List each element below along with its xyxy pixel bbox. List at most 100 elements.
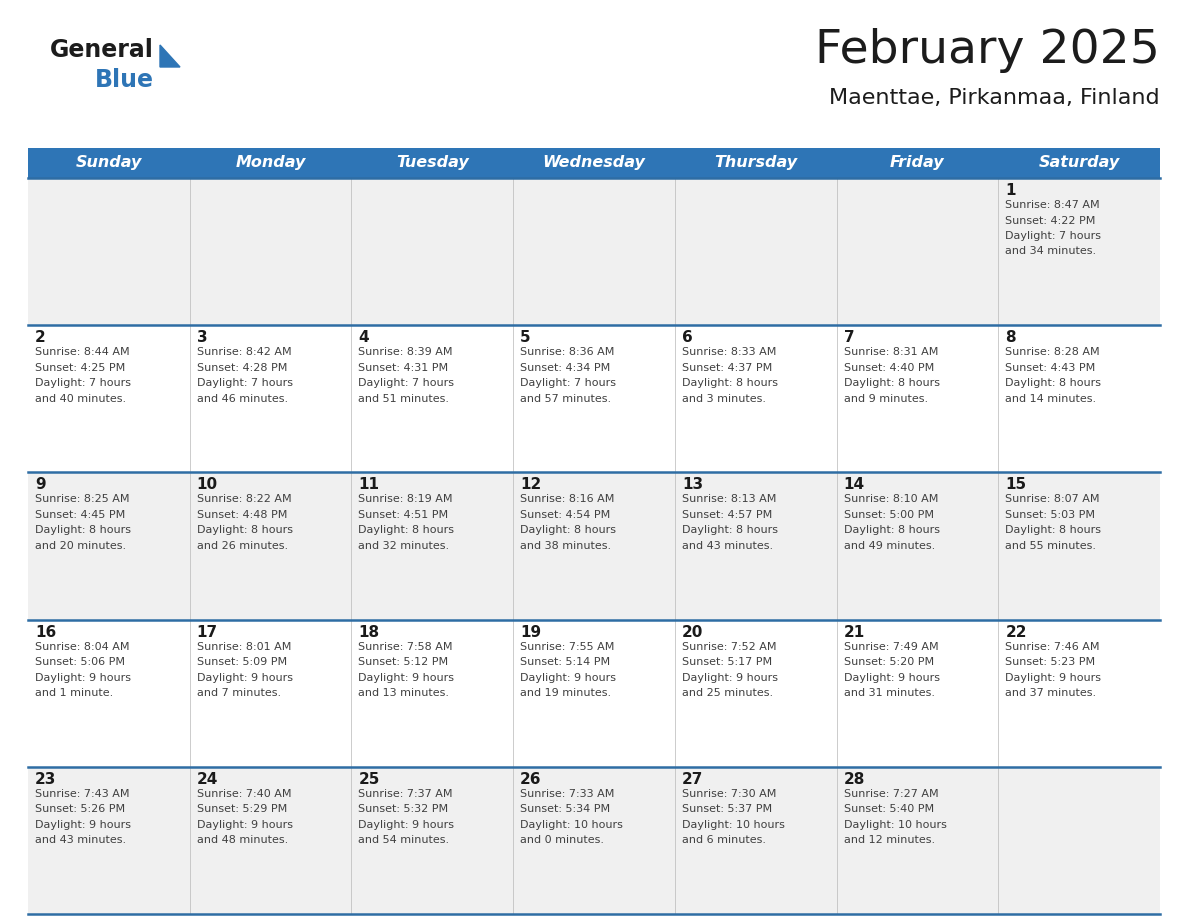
Text: 14: 14: [843, 477, 865, 492]
Text: Sunrise: 7:27 AM: Sunrise: 7:27 AM: [843, 789, 939, 799]
Text: Sunset: 5:17 PM: Sunset: 5:17 PM: [682, 657, 772, 667]
Text: and 38 minutes.: and 38 minutes.: [520, 541, 612, 551]
Text: and 1 minute.: and 1 minute.: [34, 688, 113, 698]
Text: Sunset: 5:37 PM: Sunset: 5:37 PM: [682, 804, 772, 814]
Text: Thursday: Thursday: [714, 155, 797, 171]
Text: Daylight: 7 hours: Daylight: 7 hours: [359, 378, 455, 388]
Text: Monday: Monday: [235, 155, 305, 171]
Text: 21: 21: [843, 624, 865, 640]
Text: February 2025: February 2025: [815, 28, 1159, 73]
Text: 26: 26: [520, 772, 542, 787]
Text: and 51 minutes.: and 51 minutes.: [359, 394, 449, 404]
Bar: [29, 178, 1159, 325]
Text: and 55 minutes.: and 55 minutes.: [1005, 541, 1097, 551]
Text: 6: 6: [682, 330, 693, 345]
Text: 5: 5: [520, 330, 531, 345]
Text: Sunrise: 7:40 AM: Sunrise: 7:40 AM: [197, 789, 291, 799]
Text: Sunset: 5:26 PM: Sunset: 5:26 PM: [34, 804, 125, 814]
Text: Daylight: 9 hours: Daylight: 9 hours: [520, 673, 617, 683]
Text: 20: 20: [682, 624, 703, 640]
Text: 23: 23: [34, 772, 56, 787]
Text: 24: 24: [197, 772, 219, 787]
Text: Daylight: 7 hours: Daylight: 7 hours: [34, 378, 131, 388]
Text: Sunrise: 8:47 AM: Sunrise: 8:47 AM: [1005, 200, 1100, 210]
Text: and 13 minutes.: and 13 minutes.: [359, 688, 449, 698]
Text: Daylight: 9 hours: Daylight: 9 hours: [359, 673, 455, 683]
Text: Daylight: 8 hours: Daylight: 8 hours: [34, 525, 131, 535]
Text: and 40 minutes.: and 40 minutes.: [34, 394, 126, 404]
Text: Sunset: 4:45 PM: Sunset: 4:45 PM: [34, 509, 125, 520]
Text: Sunrise: 8:33 AM: Sunrise: 8:33 AM: [682, 347, 776, 357]
Bar: [29, 325, 1159, 473]
Text: 3: 3: [197, 330, 208, 345]
Text: 10: 10: [197, 477, 217, 492]
Text: Saturday: Saturday: [1038, 155, 1120, 171]
Text: Sunrise: 8:10 AM: Sunrise: 8:10 AM: [843, 495, 939, 504]
Text: Sunset: 4:34 PM: Sunset: 4:34 PM: [520, 363, 611, 373]
Text: and 49 minutes.: and 49 minutes.: [843, 541, 935, 551]
Text: Sunrise: 7:43 AM: Sunrise: 7:43 AM: [34, 789, 129, 799]
Text: Sunrise: 7:46 AM: Sunrise: 7:46 AM: [1005, 642, 1100, 652]
Text: Sunrise: 7:52 AM: Sunrise: 7:52 AM: [682, 642, 776, 652]
Text: and 54 minutes.: and 54 minutes.: [359, 835, 449, 845]
Text: Sunrise: 8:01 AM: Sunrise: 8:01 AM: [197, 642, 291, 652]
Text: Sunrise: 7:58 AM: Sunrise: 7:58 AM: [359, 642, 453, 652]
Text: Daylight: 10 hours: Daylight: 10 hours: [682, 820, 785, 830]
Text: Daylight: 8 hours: Daylight: 8 hours: [1005, 525, 1101, 535]
Text: and 3 minutes.: and 3 minutes.: [682, 394, 766, 404]
Text: 11: 11: [359, 477, 379, 492]
Bar: [29, 620, 1159, 767]
Text: Sunset: 4:40 PM: Sunset: 4:40 PM: [843, 363, 934, 373]
Text: Sunset: 4:57 PM: Sunset: 4:57 PM: [682, 509, 772, 520]
Bar: [29, 767, 1159, 914]
Text: Daylight: 9 hours: Daylight: 9 hours: [34, 820, 131, 830]
Text: Sunset: 4:37 PM: Sunset: 4:37 PM: [682, 363, 772, 373]
Text: and 0 minutes.: and 0 minutes.: [520, 835, 605, 845]
Text: Daylight: 7 hours: Daylight: 7 hours: [520, 378, 617, 388]
Text: Sunrise: 8:36 AM: Sunrise: 8:36 AM: [520, 347, 614, 357]
Text: 8: 8: [1005, 330, 1016, 345]
Text: Sunset: 5:03 PM: Sunset: 5:03 PM: [1005, 509, 1095, 520]
Text: and 31 minutes.: and 31 minutes.: [843, 688, 935, 698]
Text: Sunset: 4:48 PM: Sunset: 4:48 PM: [197, 509, 287, 520]
Text: Sunrise: 8:25 AM: Sunrise: 8:25 AM: [34, 495, 129, 504]
Text: Daylight: 9 hours: Daylight: 9 hours: [34, 673, 131, 683]
Text: Sunrise: 7:30 AM: Sunrise: 7:30 AM: [682, 789, 776, 799]
Text: Sunset: 4:51 PM: Sunset: 4:51 PM: [359, 509, 449, 520]
Text: Sunrise: 7:55 AM: Sunrise: 7:55 AM: [520, 642, 614, 652]
Text: and 43 minutes.: and 43 minutes.: [34, 835, 126, 845]
Text: Daylight: 8 hours: Daylight: 8 hours: [682, 378, 778, 388]
Text: Daylight: 10 hours: Daylight: 10 hours: [520, 820, 623, 830]
Text: and 12 minutes.: and 12 minutes.: [843, 835, 935, 845]
Text: Sunset: 5:32 PM: Sunset: 5:32 PM: [359, 804, 449, 814]
Text: Daylight: 10 hours: Daylight: 10 hours: [843, 820, 947, 830]
Text: Sunset: 5:23 PM: Sunset: 5:23 PM: [1005, 657, 1095, 667]
Text: Daylight: 9 hours: Daylight: 9 hours: [359, 820, 455, 830]
Text: Sunrise: 7:49 AM: Sunrise: 7:49 AM: [843, 642, 939, 652]
Text: Daylight: 7 hours: Daylight: 7 hours: [1005, 231, 1101, 241]
Text: Sunrise: 7:37 AM: Sunrise: 7:37 AM: [359, 789, 453, 799]
Text: Sunset: 4:25 PM: Sunset: 4:25 PM: [34, 363, 125, 373]
Text: Sunset: 5:12 PM: Sunset: 5:12 PM: [359, 657, 449, 667]
Text: 22: 22: [1005, 624, 1026, 640]
Text: Blue: Blue: [95, 68, 154, 92]
Text: Daylight: 9 hours: Daylight: 9 hours: [1005, 673, 1101, 683]
Text: Sunrise: 8:16 AM: Sunrise: 8:16 AM: [520, 495, 614, 504]
Text: 27: 27: [682, 772, 703, 787]
Text: General: General: [50, 38, 154, 62]
Text: 17: 17: [197, 624, 217, 640]
Text: Sunrise: 8:42 AM: Sunrise: 8:42 AM: [197, 347, 291, 357]
Text: 12: 12: [520, 477, 542, 492]
Text: Daylight: 9 hours: Daylight: 9 hours: [197, 673, 292, 683]
Text: Sunset: 5:29 PM: Sunset: 5:29 PM: [197, 804, 287, 814]
Text: 25: 25: [359, 772, 380, 787]
Text: 7: 7: [843, 330, 854, 345]
Text: Sunset: 5:34 PM: Sunset: 5:34 PM: [520, 804, 611, 814]
Text: Maenttae, Pirkanmaa, Finland: Maenttae, Pirkanmaa, Finland: [829, 88, 1159, 108]
Text: Sunrise: 8:19 AM: Sunrise: 8:19 AM: [359, 495, 453, 504]
Text: Sunrise: 7:33 AM: Sunrise: 7:33 AM: [520, 789, 614, 799]
Text: Daylight: 8 hours: Daylight: 8 hours: [1005, 378, 1101, 388]
Text: 4: 4: [359, 330, 369, 345]
Text: Daylight: 9 hours: Daylight: 9 hours: [843, 673, 940, 683]
Text: Sunrise: 8:44 AM: Sunrise: 8:44 AM: [34, 347, 129, 357]
